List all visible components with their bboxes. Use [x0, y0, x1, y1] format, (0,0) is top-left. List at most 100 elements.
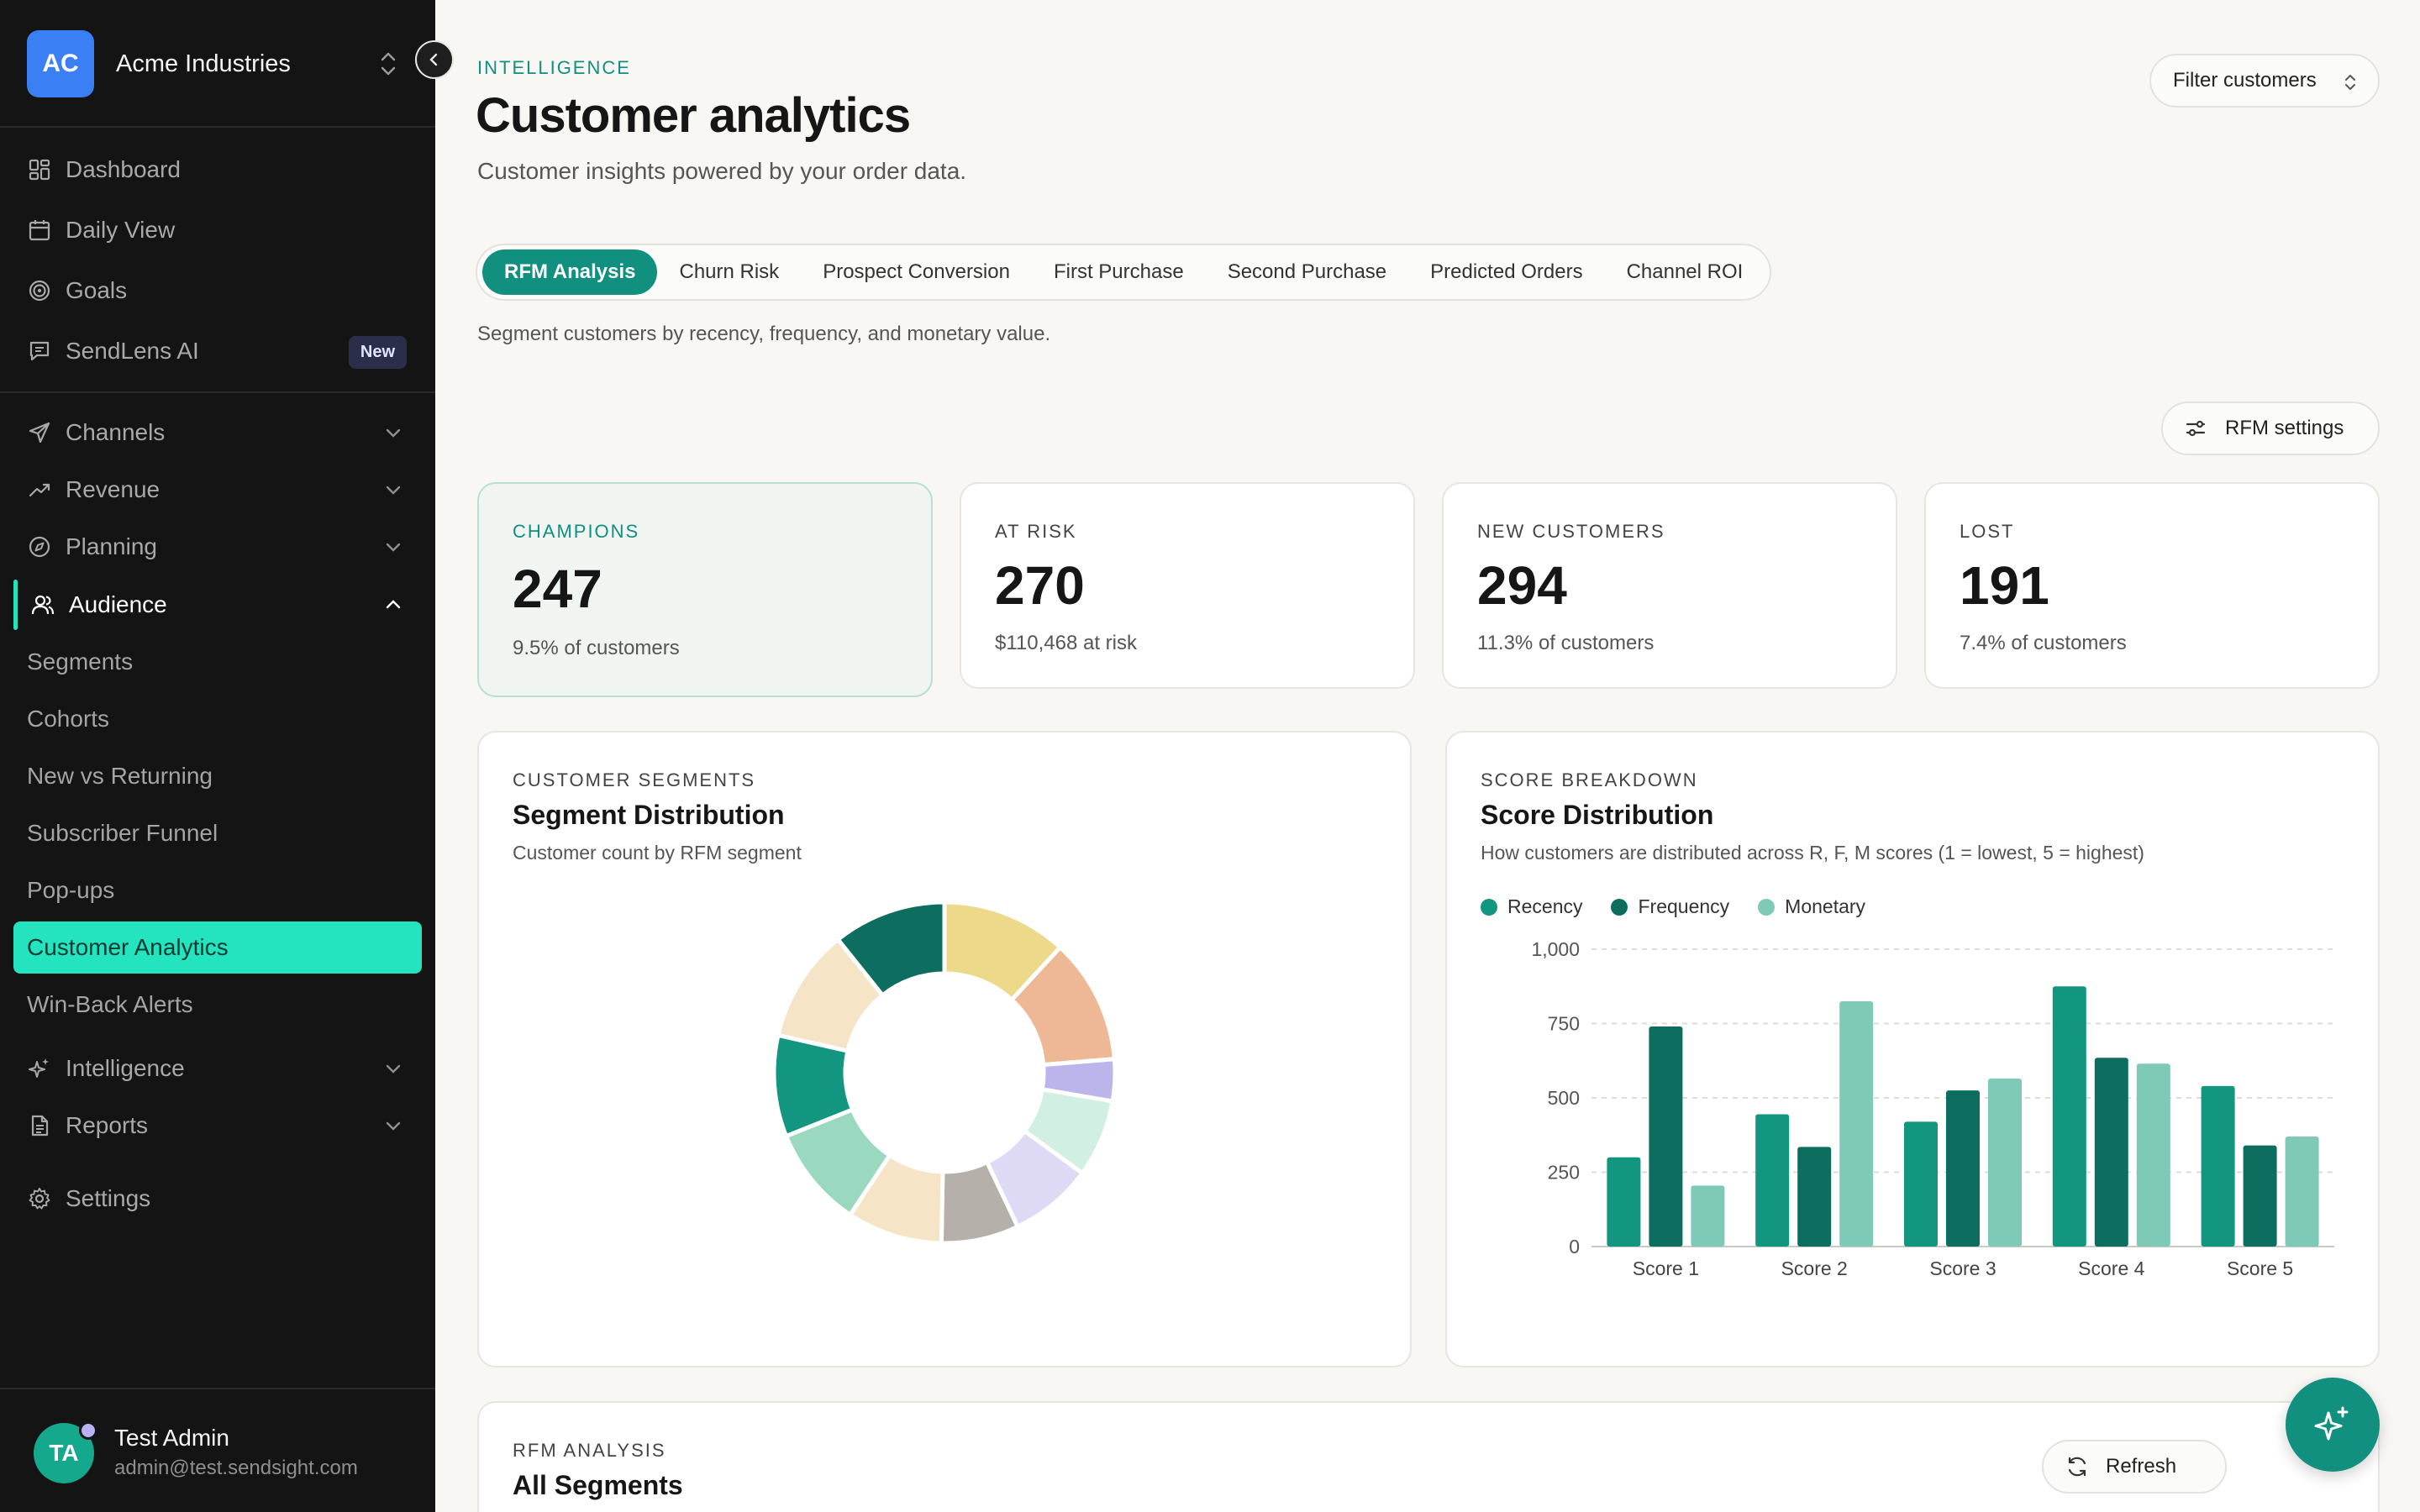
document-icon [27, 1113, 52, 1138]
tab-first-purchase[interactable]: First Purchase [1053, 260, 1184, 283]
refresh-button[interactable]: Refresh [2042, 1440, 2227, 1494]
x-tick-label: Score 5 [2227, 1257, 2293, 1279]
nav-settings[interactable]: Settings [13, 1173, 422, 1224]
legend-swatch [1611, 898, 1628, 916]
legend-item-recency[interactable]: Recency [1481, 895, 1582, 918]
tab-rfm-analysis[interactable]: RFM Analysis [482, 249, 658, 295]
bar-frequency-4 [2094, 1058, 2128, 1247]
nav-label: Reports [66, 1112, 149, 1138]
filter-customers-button[interactable]: Filter customers [2149, 54, 2380, 108]
nav-label: Dashboard [66, 156, 181, 182]
chevron-down-icon [386, 1064, 401, 1074]
workspace-switcher[interactable]: AC Acme Industries [27, 30, 413, 97]
x-tick-label: Score 3 [1929, 1257, 1996, 1279]
collapse-sidebar-button[interactable] [415, 40, 454, 79]
bar-recency-2 [1755, 1114, 1790, 1247]
legend-item-frequency[interactable]: Frequency [1611, 895, 1729, 918]
nav-label: Revenue [66, 476, 160, 502]
bar-frequency-3 [1946, 1090, 1980, 1247]
nav-sendlens-ai[interactable]: SendLens AI New [13, 326, 422, 376]
sub-subscriber-funnel[interactable]: Subscriber Funnel [27, 820, 218, 846]
sidebar: AC Acme Industries Dashboard Daily View … [0, 0, 435, 1512]
user-email: admin@test.sendsight.com [114, 1457, 358, 1479]
panel-title: Segment Distribution [513, 800, 785, 830]
stat-card-at-risk[interactable]: AT RISK 270 $110,468 at risk [960, 482, 1415, 689]
nav-planning[interactable]: Planning [13, 522, 422, 572]
y-tick-label: 750 [1548, 1013, 1580, 1035]
stat-value: 247 [513, 559, 602, 619]
rfm-settings-button[interactable]: RFM settings [2161, 402, 2380, 455]
nav-label: Intelligence [66, 1055, 185, 1081]
sub-cohorts[interactable]: Cohorts [27, 706, 110, 732]
nav-intelligence[interactable]: Intelligence [13, 1043, 422, 1094]
y-tick-label: 1,000 [1531, 938, 1580, 960]
bar-recency-3 [1904, 1121, 1938, 1247]
stat-note: 9.5% of customers [513, 637, 680, 659]
sub-customer-analytics[interactable]: Customer Analytics [13, 921, 422, 974]
target-icon [27, 278, 52, 303]
section-eyebrow: INTELLIGENCE [477, 57, 631, 78]
stat-card-new-customers[interactable]: NEW CUSTOMERS 294 11.3% of customers [1442, 482, 1897, 689]
x-tick-label: Score 1 [1633, 1257, 1699, 1279]
divider [0, 126, 435, 128]
stat-label: LOST [1960, 521, 2015, 542]
tab-predicted-orders[interactable]: Predicted Orders [1430, 260, 1583, 283]
nav-daily-view[interactable]: Daily View [13, 205, 422, 255]
score-bar-chart: 0 250 500 750 1,000 Score 1 Score 2 Score 3 Scor… [1531, 938, 2334, 1279]
segment-distribution-panel: CUSTOMER SEGMENTS Segment Distribution C… [477, 731, 1412, 1368]
tab-channel-roi[interactable]: Channel ROI [1626, 260, 1744, 283]
tab-description: Segment customers by recency, frequency,… [477, 323, 1051, 345]
stat-card-champions[interactable]: CHAMPIONS 247 9.5% of customers [477, 482, 933, 697]
sub-segments[interactable]: Segments [27, 648, 134, 675]
chevron-down-icon [386, 543, 401, 552]
nav-audience[interactable]: Audience [13, 580, 422, 630]
refresh-icon [2068, 1457, 2086, 1477]
send-icon [27, 420, 52, 445]
bar-frequency-2 [1797, 1147, 1832, 1247]
tab-churn-risk[interactable]: Churn Risk [679, 260, 780, 283]
nav-label: Settings [66, 1185, 151, 1211]
nav-label: Daily View [66, 217, 176, 243]
tab-prospect-conversion[interactable]: Prospect Conversion [823, 260, 1010, 283]
ai-assistant-button[interactable] [2286, 1378, 2380, 1472]
stat-card-lost[interactable]: LOST 191 7.4% of customers [1924, 482, 2380, 689]
sub-pop-ups[interactable]: Pop-ups [27, 877, 115, 903]
x-tick-label: Score 2 [1781, 1257, 1848, 1279]
y-tick-label: 500 [1548, 1087, 1580, 1109]
bar-frequency-1 [1649, 1026, 1683, 1247]
workspace-name: Acme Industries [116, 50, 291, 77]
panel-title: Score Distribution [1481, 800, 1714, 830]
legend-swatch [1481, 898, 1497, 916]
chevron-up-down-icon [381, 52, 396, 76]
y-tick-label: 0 [1569, 1236, 1580, 1257]
legend-item-monetary[interactable]: Monetary [1758, 895, 1865, 918]
nav-dashboard[interactable]: Dashboard [13, 144, 422, 195]
sub-win-back-alerts[interactable]: Win-Back Alerts [27, 991, 193, 1017]
y-tick-label: 250 [1548, 1162, 1580, 1184]
sliders-icon [2186, 420, 2206, 437]
bar-recency-5 [2201, 1085, 2235, 1247]
x-tick-label: Score 4 [2078, 1257, 2144, 1279]
user-profile[interactable]: TA Test Admin admin@test.sendsight.com [0, 1388, 435, 1512]
segment-donut-chart [771, 900, 1118, 1246]
bar-monetary-5 [2285, 1137, 2319, 1247]
stat-label: CHAMPIONS [513, 521, 640, 542]
panel-description: How customers are distributed across R, … [1481, 842, 2144, 864]
chevron-up-icon [386, 600, 401, 609]
nav-goals[interactable]: Goals [13, 265, 422, 316]
nav-label: Planning [66, 533, 157, 559]
page-title: Customer analytics [476, 88, 911, 143]
sub-new-vs-returning[interactable]: New vs Returning [27, 763, 213, 789]
nav-label: Goals [66, 277, 128, 303]
tab-second-purchase[interactable]: Second Purchase [1227, 260, 1387, 283]
chevron-down-icon [386, 486, 401, 495]
nav-reports[interactable]: Reports [13, 1100, 422, 1151]
bar-monetary-1 [1691, 1185, 1725, 1247]
nav-revenue[interactable]: Revenue [13, 465, 422, 515]
chevron-down-icon [386, 428, 401, 438]
status-dot [79, 1421, 97, 1440]
trend-icon [27, 477, 52, 502]
bar-monetary-3 [1988, 1078, 2022, 1247]
nav-channels[interactable]: Channels [13, 407, 422, 458]
bar-monetary-4 [2136, 1063, 2170, 1247]
